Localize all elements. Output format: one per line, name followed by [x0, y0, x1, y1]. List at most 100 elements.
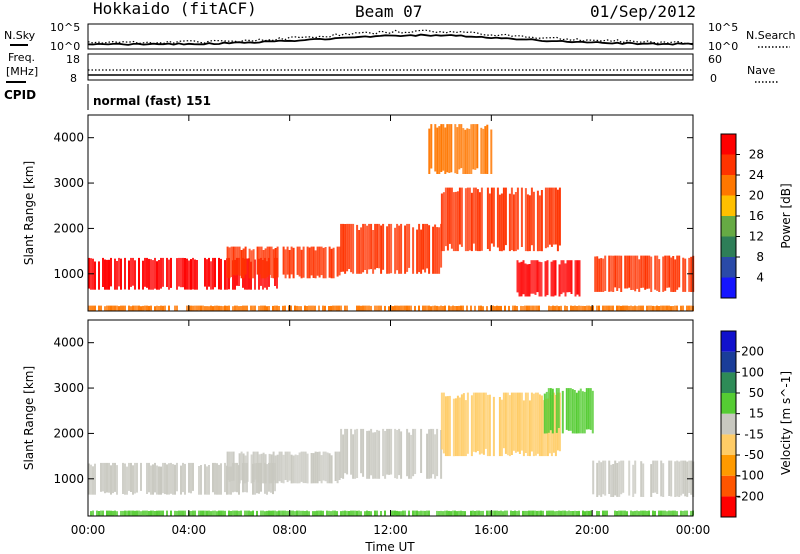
echo-cell — [218, 305, 220, 311]
echo-cell — [166, 510, 168, 516]
echo-cell — [208, 465, 210, 495]
echo-cell — [614, 460, 617, 496]
echo-cell — [632, 306, 634, 311]
echo-cell — [612, 305, 614, 311]
echo-cell — [606, 510, 608, 516]
echo-cell — [162, 510, 164, 516]
echo-cell — [446, 396, 449, 457]
echo-cell — [476, 392, 479, 451]
echo-cell — [274, 510, 276, 516]
echo-cell — [184, 510, 186, 516]
echo-cell — [516, 511, 518, 516]
echo-cell — [300, 510, 302, 516]
echo-cell — [246, 451, 249, 482]
echo-cell — [587, 388, 590, 430]
echo-cell — [358, 230, 361, 274]
echo-cell — [116, 465, 118, 495]
echo-cell — [410, 434, 413, 479]
echo-cell — [256, 246, 259, 275]
echo-cell — [676, 511, 678, 516]
echo-cell — [512, 194, 515, 252]
echo-cell — [610, 464, 613, 497]
echo-cell — [252, 510, 254, 516]
echo-cell — [230, 511, 232, 516]
echo-cell — [618, 461, 621, 497]
echo-cell — [557, 388, 560, 428]
echo-cell — [440, 510, 442, 516]
echo-cell — [573, 390, 576, 434]
echo-cell — [378, 223, 381, 269]
echo-cell — [684, 510, 686, 516]
colorbar-tick-label: -15 — [744, 427, 764, 441]
echo-cell — [314, 305, 316, 311]
echo-cell — [372, 432, 375, 479]
echo-cell — [114, 510, 116, 516]
echo-cell — [484, 126, 487, 174]
echo-cell — [158, 466, 160, 495]
echo-cell — [550, 510, 552, 516]
echo-cell — [258, 305, 260, 311]
echo-cell — [368, 223, 371, 270]
echo-cell — [454, 306, 456, 311]
echo-cell — [506, 392, 509, 456]
echo-cell — [548, 187, 551, 245]
echo-region — [340, 428, 443, 479]
echo-cell — [664, 305, 666, 311]
echo-cell — [596, 305, 598, 311]
echo-cell — [690, 256, 693, 292]
echo-cell — [262, 452, 265, 484]
echo-cell — [170, 462, 172, 494]
echo-cell — [308, 247, 311, 279]
echo-cell — [228, 247, 231, 279]
echo-cell — [474, 511, 476, 516]
echo-cell — [574, 510, 576, 516]
echo-cell — [390, 223, 393, 274]
echo-cell — [456, 511, 458, 516]
echo-cell — [98, 511, 100, 516]
echo-cell — [104, 259, 106, 290]
echo-cell — [194, 259, 196, 290]
echo-region — [428, 124, 493, 174]
echo-cell — [94, 463, 96, 495]
echo-cell — [130, 257, 132, 287]
echo-cell — [448, 187, 451, 244]
echo-cell — [330, 511, 332, 516]
echo-cell — [376, 305, 378, 311]
echo-cell — [460, 510, 462, 516]
echo-cell — [612, 464, 615, 497]
echo-cell — [648, 510, 650, 516]
echo-cell — [492, 305, 494, 311]
echo-cell — [126, 510, 128, 516]
echo-cell — [348, 223, 351, 269]
echo-cell — [360, 511, 362, 516]
echo-cell — [684, 258, 687, 292]
echo-cell — [154, 462, 156, 493]
echo-cell — [566, 511, 568, 516]
power-ylabel: Slant Range [km] — [22, 161, 36, 265]
echo-cell — [340, 511, 342, 516]
echo-cell — [582, 305, 584, 311]
echo-cell — [184, 258, 186, 290]
sky-right-tick-high: 10^5 — [708, 21, 738, 34]
echo-cell — [430, 306, 432, 311]
echo-cell — [264, 511, 266, 516]
echo-cell — [585, 388, 588, 430]
echo-cell — [336, 246, 339, 277]
echo-cell — [478, 510, 480, 516]
echo-cell — [328, 453, 331, 484]
echo-cell — [462, 305, 464, 311]
echo-cell — [682, 510, 684, 516]
echo-cell — [352, 510, 354, 516]
echo-cell — [632, 464, 635, 497]
echo-cell — [344, 224, 347, 274]
echo-cell — [536, 392, 539, 454]
echo-cell — [350, 510, 352, 516]
echo-cell — [124, 305, 126, 311]
echo-cell — [110, 305, 112, 311]
echo-cell — [298, 452, 301, 484]
echo-cell — [154, 257, 156, 289]
echo-cell — [324, 305, 326, 311]
echo-cell — [452, 398, 455, 457]
echo-cell — [630, 305, 632, 311]
echo-cell — [562, 510, 564, 516]
